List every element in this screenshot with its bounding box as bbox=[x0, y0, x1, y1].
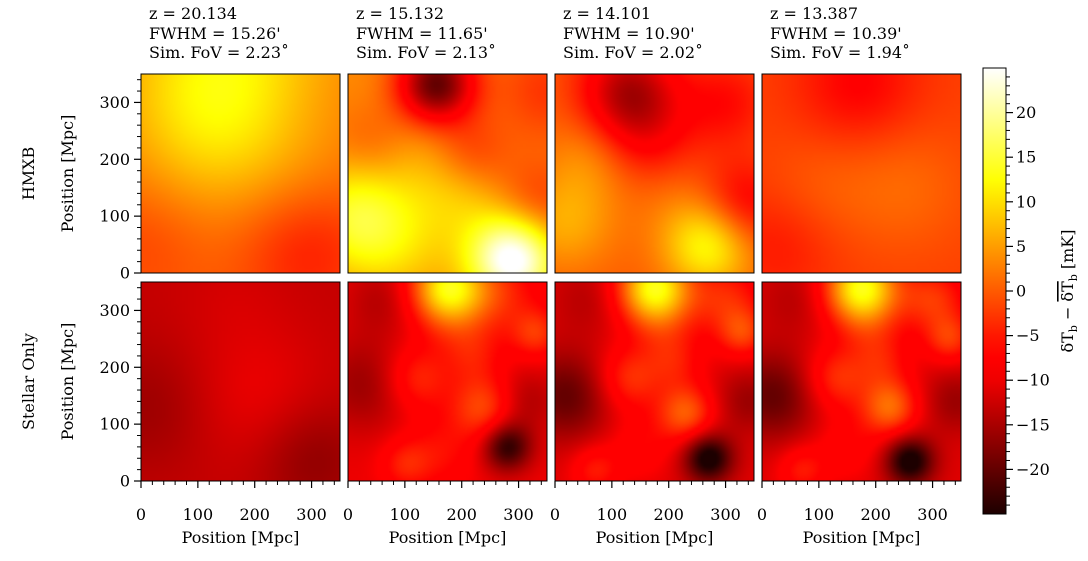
x-tick-label: 0 bbox=[550, 505, 560, 524]
heatmap-image bbox=[555, 282, 754, 481]
y-tick-label: 200 bbox=[99, 358, 130, 377]
x-tick-label: 200 bbox=[446, 505, 477, 524]
colorbar-tick-label: −20 bbox=[1016, 460, 1050, 479]
y-tick-label: 0 bbox=[120, 472, 130, 491]
column-header-fov: Sim. FoV = 2.13˚ bbox=[356, 43, 496, 62]
column-header-fwhm: FWHM = 15.26' bbox=[149, 24, 281, 43]
column-header-fwhm: FWHM = 10.39' bbox=[770, 24, 902, 43]
heatmap-image bbox=[141, 282, 340, 481]
panel-frame bbox=[347, 281, 548, 482]
y-tick-label: 300 bbox=[99, 301, 130, 320]
heatmap-panel-r0-c1 bbox=[347, 73, 548, 274]
x-tick-label: 100 bbox=[390, 505, 421, 524]
axis-labels: 0 100 200 300 Position [Mpc] HMXB 0 100 200 300 Po… bbox=[19, 79, 956, 547]
column-header-redshift: z = 15.132 bbox=[356, 4, 444, 23]
colorbar-tick-label: 0 bbox=[1016, 282, 1026, 301]
heatmap-panel-r0-c0 bbox=[140, 73, 341, 274]
x-tick-label: 0 bbox=[343, 505, 353, 524]
colorbar-tick-label: 15 bbox=[1016, 148, 1036, 167]
y-axis-label: Position [Mpc] bbox=[58, 323, 77, 441]
x-tick-label: 0 bbox=[136, 505, 146, 524]
x-tick-label: 0 bbox=[757, 505, 767, 524]
heatmap-panel-r0-c3 bbox=[761, 73, 962, 274]
x-axis-label: Position [Mpc] bbox=[803, 528, 921, 547]
column-header-redshift: z = 20.134 bbox=[149, 4, 237, 23]
panel-frame bbox=[140, 281, 341, 482]
panel-frame bbox=[554, 73, 755, 274]
heatmap-panel-r1-c2 bbox=[554, 281, 755, 482]
y-tick-label: 300 bbox=[99, 93, 130, 112]
colorbar-label-unit: [mK] bbox=[1058, 230, 1077, 275]
colorbar-tick-label: 20 bbox=[1016, 103, 1036, 122]
column-header-fov: Sim. FoV = 1.94˚ bbox=[770, 43, 910, 62]
colorbar-label-sub: b bbox=[1067, 325, 1080, 332]
colorbar-label-mean: δT bbox=[1058, 281, 1077, 302]
colorbar-tick-label: −15 bbox=[1016, 415, 1050, 434]
panel-frame bbox=[554, 281, 755, 482]
heatmap-panel-r1-c3 bbox=[761, 281, 962, 482]
x-tick-label: 100 bbox=[183, 505, 214, 524]
y-tick-label: 100 bbox=[99, 415, 130, 434]
heatmap-image bbox=[348, 282, 547, 481]
column-header-fov: Sim. FoV = 2.02˚ bbox=[563, 43, 703, 62]
y-tick-label: 200 bbox=[99, 150, 130, 169]
x-axis-label: Position [Mpc] bbox=[596, 528, 714, 547]
y-axis-label: Position [Mpc] bbox=[58, 115, 77, 233]
panel-frame bbox=[140, 73, 341, 274]
x-tick-label: 100 bbox=[597, 505, 628, 524]
colorbar-label-main: δT bbox=[1058, 332, 1077, 353]
x-axis-label: Position [Mpc] bbox=[389, 528, 507, 547]
x-tick-label: 200 bbox=[860, 505, 891, 524]
panel-frame bbox=[761, 73, 962, 274]
heatmap-panels bbox=[140, 73, 962, 482]
colorbar-label-mean-sub: b bbox=[1067, 274, 1080, 281]
colorbar-tick-label: −10 bbox=[1016, 371, 1050, 390]
x-tick-label: 300 bbox=[503, 505, 534, 524]
heatmap-image bbox=[762, 282, 961, 481]
heatmap-image bbox=[762, 74, 961, 273]
column-header-fwhm: FWHM = 10.90' bbox=[563, 24, 695, 43]
colorbar-label: δTb − δTb [mK] bbox=[1058, 230, 1080, 353]
x-tick-label: 300 bbox=[296, 505, 327, 524]
x-axis-label: Position [Mpc] bbox=[182, 528, 300, 547]
row-label: HMXB bbox=[19, 147, 38, 200]
y-tick-label: 0 bbox=[120, 264, 130, 283]
column-header-redshift: z = 14.101 bbox=[563, 4, 651, 23]
colorbar-tick-label: 10 bbox=[1016, 192, 1036, 211]
heatmap-image bbox=[141, 74, 340, 273]
colorbar-gradient bbox=[982, 67, 1007, 515]
column-header-redshift: z = 13.387 bbox=[770, 4, 858, 23]
panel-frame bbox=[347, 73, 548, 274]
heatmap-panel-r1-c1 bbox=[347, 281, 548, 482]
x-tick-label: 200 bbox=[239, 505, 270, 524]
x-tick-label: 300 bbox=[917, 505, 948, 524]
row-label: Stellar Only bbox=[19, 333, 38, 430]
heatmap-panel-r1-c0 bbox=[140, 281, 341, 482]
x-tick-label: 100 bbox=[804, 505, 835, 524]
heatmap-image bbox=[348, 74, 547, 273]
x-tick-label: 300 bbox=[710, 505, 741, 524]
column-header-fwhm: FWHM = 11.65' bbox=[356, 24, 488, 43]
colorbar-tick-label: 5 bbox=[1016, 237, 1026, 256]
x-tick-label: 200 bbox=[653, 505, 684, 524]
heatmap-panel-r0-c2 bbox=[554, 73, 755, 274]
heatmap-image bbox=[555, 74, 754, 273]
column-header-fov: Sim. FoV = 2.23˚ bbox=[149, 43, 289, 62]
y-tick-label: 100 bbox=[99, 207, 130, 226]
colorbar-tick-label: −5 bbox=[1016, 326, 1040, 345]
colorbar-label-minus: − bbox=[1058, 302, 1077, 326]
panel-frame bbox=[761, 281, 962, 482]
